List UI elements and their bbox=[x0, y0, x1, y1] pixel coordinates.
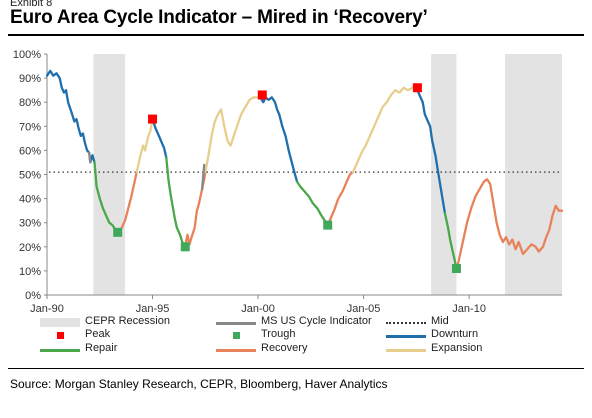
y-tick-label-6: 60% bbox=[19, 145, 41, 157]
downturn-segment-2 bbox=[259, 96, 299, 183]
x-tick-label-1: Jan-95 bbox=[136, 303, 170, 315]
downturn-segment-3 bbox=[415, 86, 447, 215]
x-tick-label-3: Jan-05 bbox=[347, 303, 381, 315]
recovery-segment-2 bbox=[326, 170, 355, 227]
downturn-segment-0 bbox=[45, 69, 96, 164]
y-tick-label-5: 50% bbox=[19, 170, 41, 182]
y-tick-label-4: 40% bbox=[19, 194, 41, 206]
trough-marker-2 bbox=[323, 220, 333, 230]
footer-rule bbox=[8, 368, 584, 369]
ms-us-cycle-indicator-segment-0 bbox=[88, 151, 92, 164]
x-tick-label-2: Jan-00 bbox=[241, 303, 275, 315]
expansion-segment-2 bbox=[351, 86, 418, 174]
chart-title: Euro Area Cycle Indicator – Mired in ‘Re… bbox=[10, 7, 428, 28]
y-tick-label-8: 80% bbox=[19, 97, 41, 109]
recession-band-2 bbox=[505, 54, 562, 295]
series-lines bbox=[45, 69, 564, 270]
y-tick-label-2: 20% bbox=[19, 242, 41, 254]
recovery-segment-0 bbox=[117, 170, 138, 234]
recession-bands bbox=[93, 54, 562, 295]
recession-band-0 bbox=[93, 54, 126, 295]
peak-trough-markers bbox=[113, 83, 461, 273]
trough-marker-1 bbox=[180, 242, 190, 252]
repair-segment-1 bbox=[165, 156, 187, 248]
recovery-segment-3 bbox=[455, 178, 564, 270]
cycle-indicator-chart: 0% 10% 20% 30% 40% 50% 60% 70% 80% 90% 100% Jan-90 J… bbox=[13, 49, 564, 315]
trough-marker-3 bbox=[451, 263, 461, 273]
y-tick-label-0: 0% bbox=[25, 290, 41, 302]
repair-segment-2 bbox=[295, 180, 329, 227]
expansion-segment-0 bbox=[135, 117, 154, 174]
recession-band-1 bbox=[431, 54, 457, 295]
peak-marker-0 bbox=[148, 114, 158, 124]
source-note: Source: Morgan Stanley Research, CEPR, B… bbox=[10, 377, 388, 391]
title-rule bbox=[8, 34, 584, 36]
expansion-segment-1 bbox=[204, 96, 262, 174]
y-tick-label-9: 90% bbox=[19, 73, 41, 85]
trough-marker-0 bbox=[113, 227, 123, 237]
peak-marker-1 bbox=[257, 90, 267, 100]
ms-us-cycle-indicator-segment-1 bbox=[200, 163, 206, 191]
repair-segment-3 bbox=[443, 211, 458, 270]
y-tick-label-7: 70% bbox=[19, 121, 41, 133]
chart-axes: 0% 10% 20% 30% 40% 50% 60% 70% 80% 90% 100% Jan-90 J… bbox=[13, 49, 562, 315]
x-tick-label-0: Jan-90 bbox=[30, 303, 64, 315]
y-tick-label-1: 10% bbox=[19, 266, 41, 278]
downturn-segment-1 bbox=[151, 117, 168, 159]
peak-marker-2 bbox=[412, 83, 422, 93]
exhibit-label: Exhibit 8 bbox=[10, 0, 53, 9]
y-tick-label-10: 100% bbox=[13, 49, 41, 61]
y-tick-label-3: 30% bbox=[19, 218, 41, 230]
x-tick-label-4: Jan-10 bbox=[452, 303, 486, 315]
